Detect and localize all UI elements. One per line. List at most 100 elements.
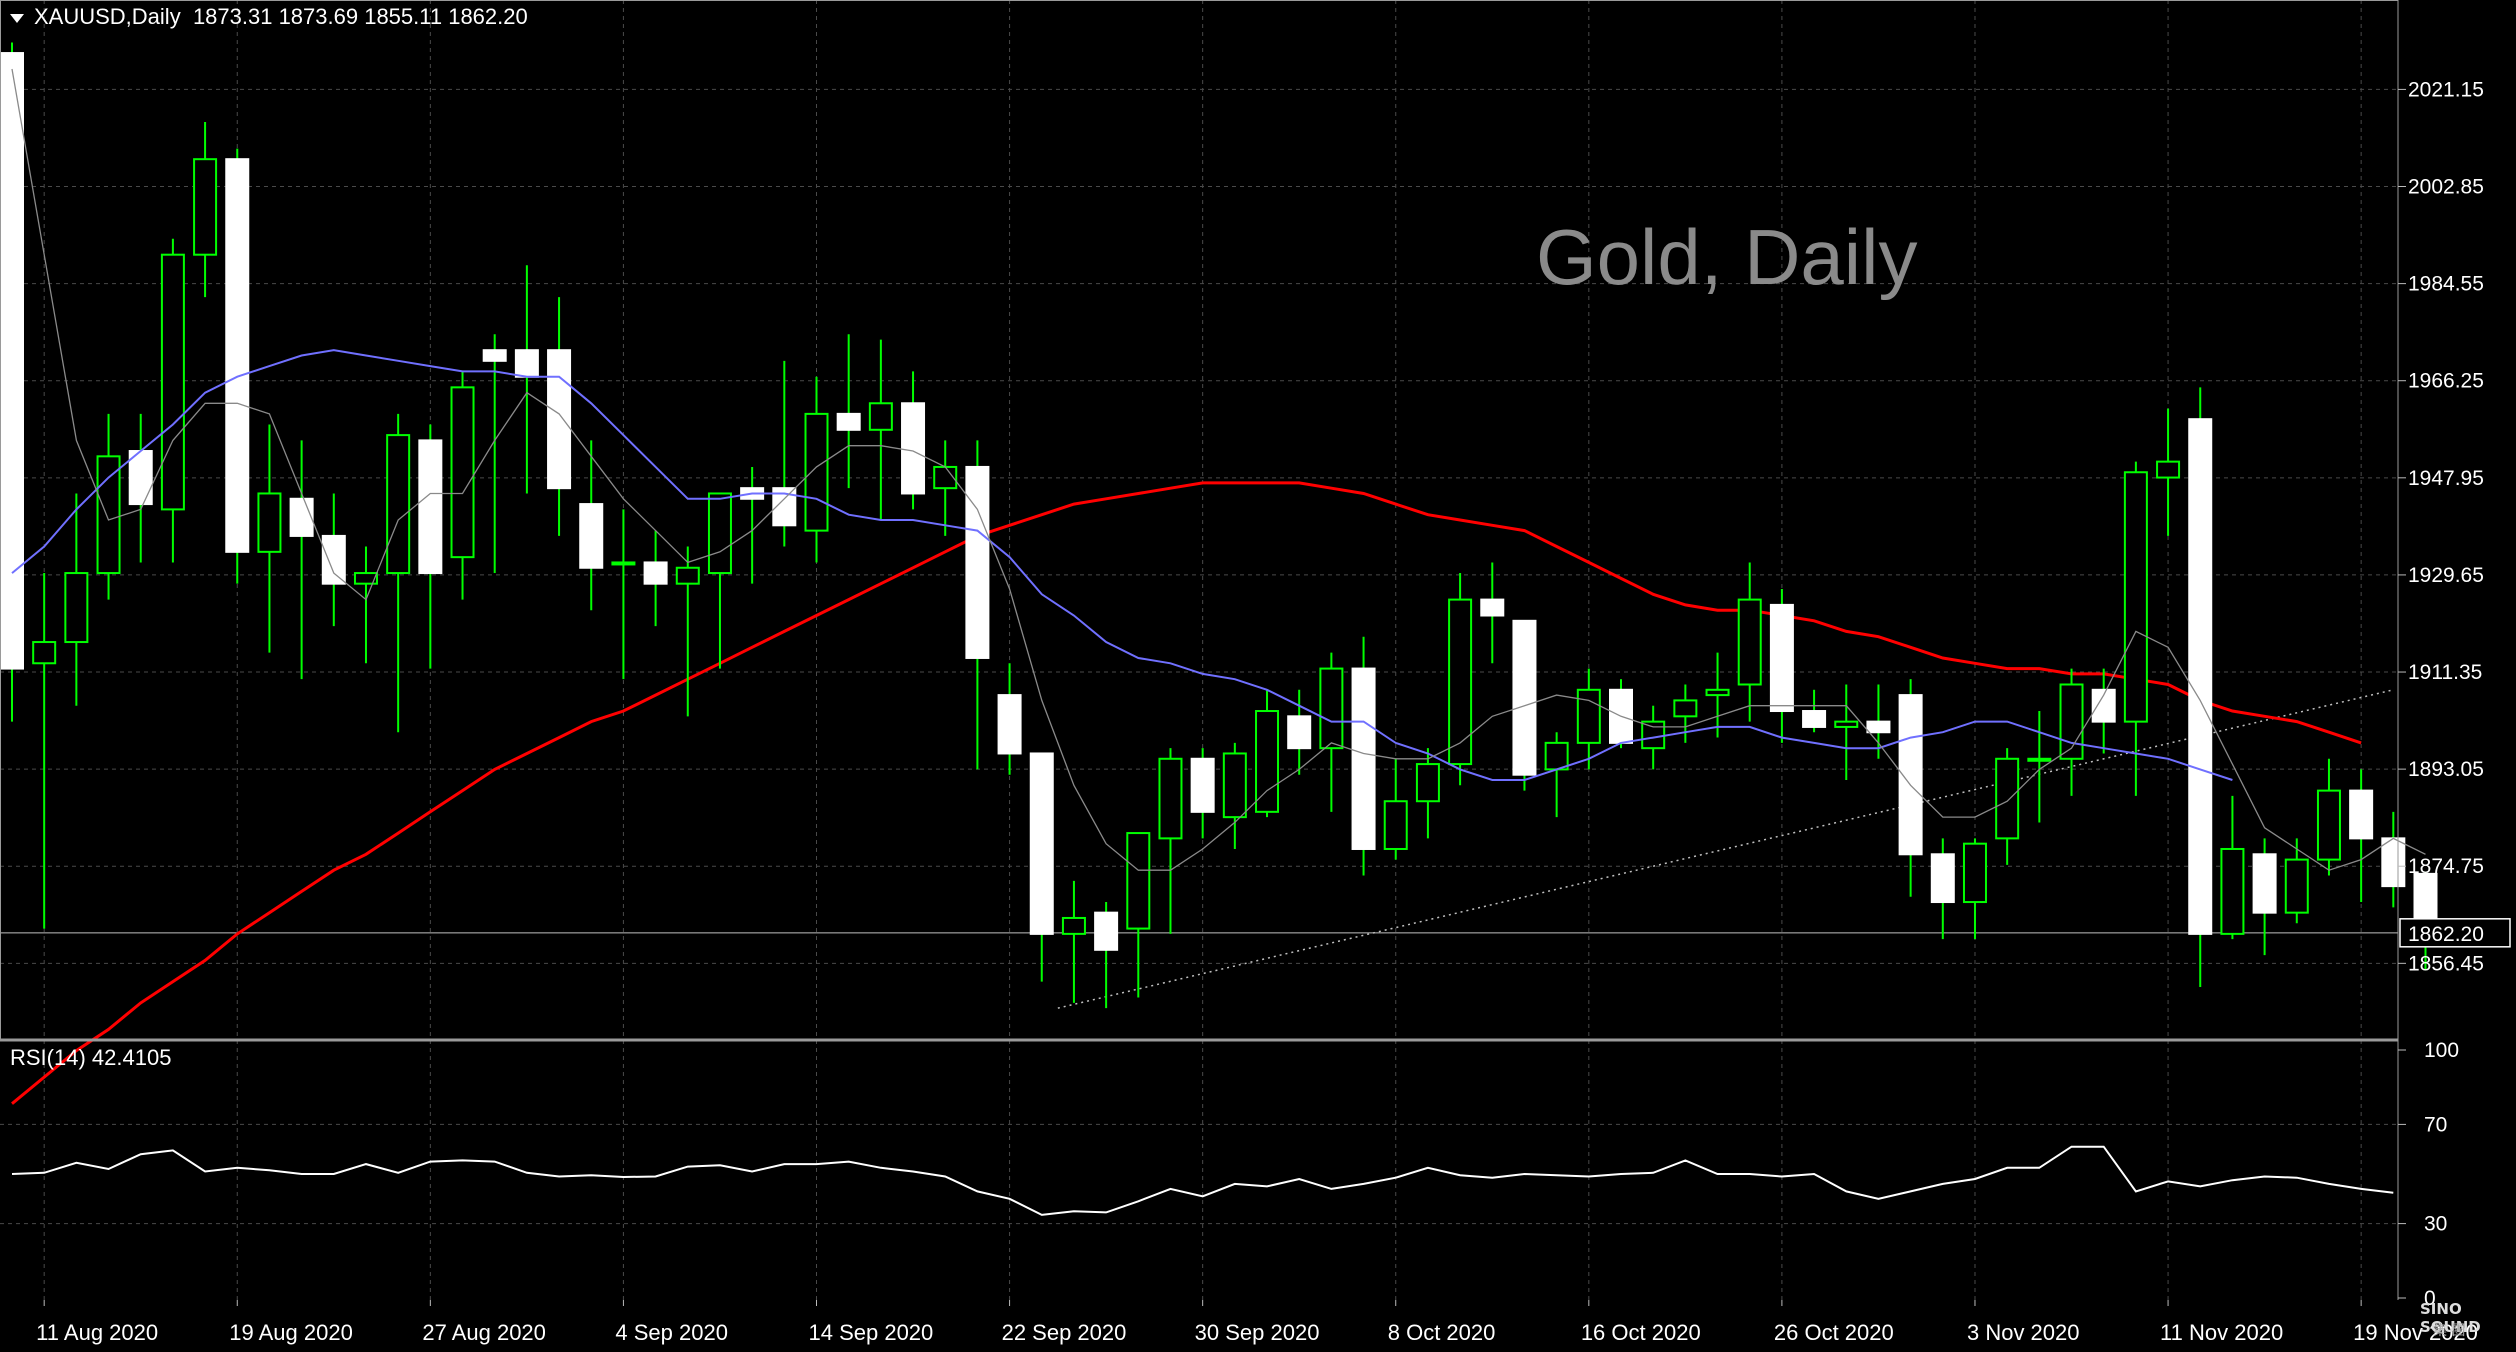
candle: [1126, 832, 1151, 998]
candle: [2188, 387, 2213, 987]
date-tick-label: 11 Aug 2020: [36, 1320, 158, 1345]
candle-body: [514, 349, 539, 378]
candle: [1737, 562, 1762, 722]
candle: [579, 440, 604, 611]
candle: [2220, 795, 2245, 940]
candle: [450, 371, 475, 600]
current-price-box: [2399, 918, 2511, 948]
candle: [1351, 636, 1376, 876]
candle-body: [2091, 688, 2116, 723]
candle-body: [1319, 667, 1344, 750]
candle-body: [1383, 800, 1408, 850]
candle-body: [1287, 715, 1312, 750]
candle-body: [965, 465, 990, 659]
ohlc-values: 1873.31 1873.69 1855.11 1862.20: [192, 4, 528, 29]
price-tick-label: 1984.55: [2408, 273, 2484, 296]
candle: [1415, 748, 1440, 839]
sino-sound-logo-sub: 集 團: [2433, 1323, 2466, 1339]
candle: [804, 376, 829, 563]
candle-body: [1705, 688, 1730, 697]
candle-body: [2220, 847, 2245, 935]
candle: [1222, 742, 1247, 849]
candle: [2059, 668, 2084, 796]
candle: [482, 334, 507, 574]
candle-body: [1512, 619, 1537, 776]
candle: [965, 440, 990, 770]
candle-body: [1930, 853, 1955, 904]
candle-body: [160, 253, 185, 511]
candle-body: [321, 534, 346, 585]
candle-body: [2381, 837, 2406, 888]
candle-body: [1544, 741, 1569, 771]
date-tick-label: 19 Aug 2020: [229, 1320, 353, 1345]
current-price-label: 1862.20: [2408, 923, 2484, 946]
date-tick-label: 26 Oct 2020: [1774, 1320, 1894, 1345]
candle-body: [1576, 688, 1601, 744]
price-tick-label: 1874.75: [2408, 855, 2484, 878]
candle-body: [1866, 720, 1891, 734]
candle: [2349, 769, 2374, 903]
grid-lines: [0, 0, 2398, 1300]
candle: [1190, 748, 1215, 839]
candle-body: [675, 566, 700, 585]
price-tick-label: 1856.45: [2408, 952, 2484, 975]
candle-body: [1061, 916, 1086, 935]
date-axis: 11 Aug 2020 19 Aug 2020 27 Aug 2020 4 Sep 2…: [36, 1300, 2478, 1345]
symbol-name: XAUUSD,Daily: [34, 4, 181, 29]
dropdown-triangle-icon[interactable]: [10, 13, 24, 23]
candle: [868, 339, 893, 520]
candle: [1061, 880, 1086, 1003]
candle: [2252, 838, 2277, 956]
rsi-tick-label: 70: [2424, 1113, 2447, 1136]
candle: [707, 492, 732, 669]
candle-body: [1190, 757, 1215, 813]
candle-body: [1737, 598, 1762, 686]
candle-body: [482, 349, 507, 362]
candle: [611, 509, 636, 680]
candle-body: [1222, 752, 1247, 819]
ma-slow-line: [11, 481, 2362, 1105]
candle: [1705, 652, 1730, 738]
candle: [1834, 684, 1859, 780]
candle: [933, 440, 958, 536]
price-axis: 2021.15 2002.85 1984.55 1966.25 1947.95 1929.…: [0, 0, 2511, 1310]
candle: [0, 42, 24, 722]
date-tick-label: 22 Sep 2020: [1002, 1320, 1127, 1345]
rsi-tick-label: 100: [2424, 1039, 2459, 1062]
candle: [2123, 461, 2148, 796]
candle-body: [1480, 598, 1505, 617]
candle: [836, 334, 861, 489]
candle: [1029, 752, 1054, 982]
main-price-panel: [0, 42, 2438, 1105]
rsi-panel: [11, 1145, 2394, 1216]
date-tick-label: 30 Sep 2020: [1195, 1320, 1320, 1345]
main-panel-border: [0, 0, 2399, 1041]
date-tick-label: 19 Nov 2020: [2353, 1320, 2478, 1345]
date-tick-label: 3 Nov 2020: [1967, 1320, 2080, 1345]
candle: [772, 360, 797, 547]
rsi-line: [11, 1145, 2394, 1216]
candle: [514, 265, 539, 494]
ma-mid-line: [11, 349, 2233, 781]
candle-body: [64, 572, 89, 644]
candle-body: [1898, 694, 1923, 856]
sino-sound-logo: SINO SOUND: [2420, 1300, 2481, 1336]
candle-body: [2123, 471, 2148, 723]
candle: [1802, 689, 1827, 733]
date-tick-label: 14 Sep 2020: [809, 1320, 934, 1345]
candle: [740, 466, 765, 584]
candle-body: [868, 402, 893, 431]
candle-body: [1834, 720, 1859, 728]
candle-body: [225, 158, 250, 553]
candle: [418, 424, 443, 669]
rsi-tick-label: 0: [2424, 1287, 2436, 1310]
candle-body: [128, 450, 153, 506]
candle-body: [1415, 763, 1440, 803]
candle: [1319, 652, 1344, 812]
candle-body: [1126, 832, 1151, 930]
candle-body: [32, 641, 57, 665]
candle: [321, 493, 346, 627]
candle: [1866, 684, 1891, 759]
price-tick-label: 1893.05: [2408, 758, 2484, 781]
